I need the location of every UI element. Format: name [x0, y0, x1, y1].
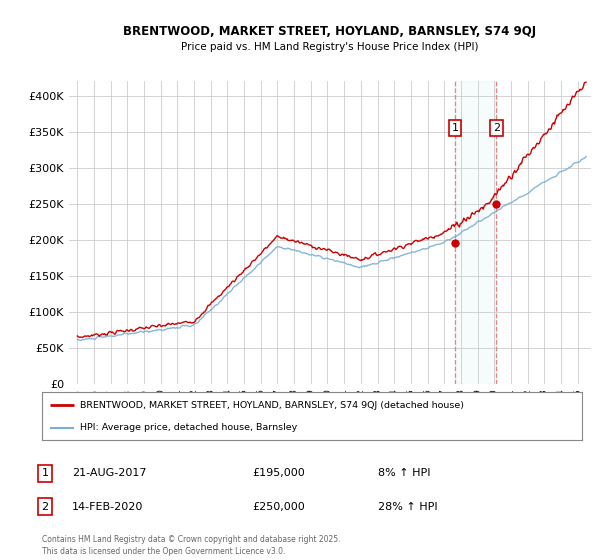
Text: £195,000: £195,000: [252, 468, 305, 478]
Text: 21-AUG-2017: 21-AUG-2017: [72, 468, 146, 478]
Bar: [455, 81, 496, 384]
Text: 1: 1: [41, 468, 49, 478]
Text: HPI: Average price, detached house, Barnsley: HPI: Average price, detached house, Barn…: [80, 423, 297, 432]
Text: 2: 2: [41, 502, 49, 512]
Text: BRENTWOOD, MARKET STREET, HOYLAND, BARNSLEY, S74 9QJ: BRENTWOOD, MARKET STREET, HOYLAND, BARNS…: [124, 25, 536, 38]
Text: 28% ↑ HPI: 28% ↑ HPI: [378, 502, 437, 512]
Text: 2: 2: [493, 123, 500, 133]
Text: Price paid vs. HM Land Registry's House Price Index (HPI): Price paid vs. HM Land Registry's House …: [181, 42, 479, 52]
Text: £250,000: £250,000: [252, 502, 305, 512]
Text: Contains HM Land Registry data © Crown copyright and database right 2025.
This d: Contains HM Land Registry data © Crown c…: [42, 535, 341, 556]
Text: 1: 1: [451, 123, 458, 133]
Text: 14-FEB-2020: 14-FEB-2020: [72, 502, 143, 512]
Text: BRENTWOOD, MARKET STREET, HOYLAND, BARNSLEY, S74 9QJ (detached house): BRENTWOOD, MARKET STREET, HOYLAND, BARNS…: [80, 401, 464, 410]
Text: 8% ↑ HPI: 8% ↑ HPI: [378, 468, 431, 478]
